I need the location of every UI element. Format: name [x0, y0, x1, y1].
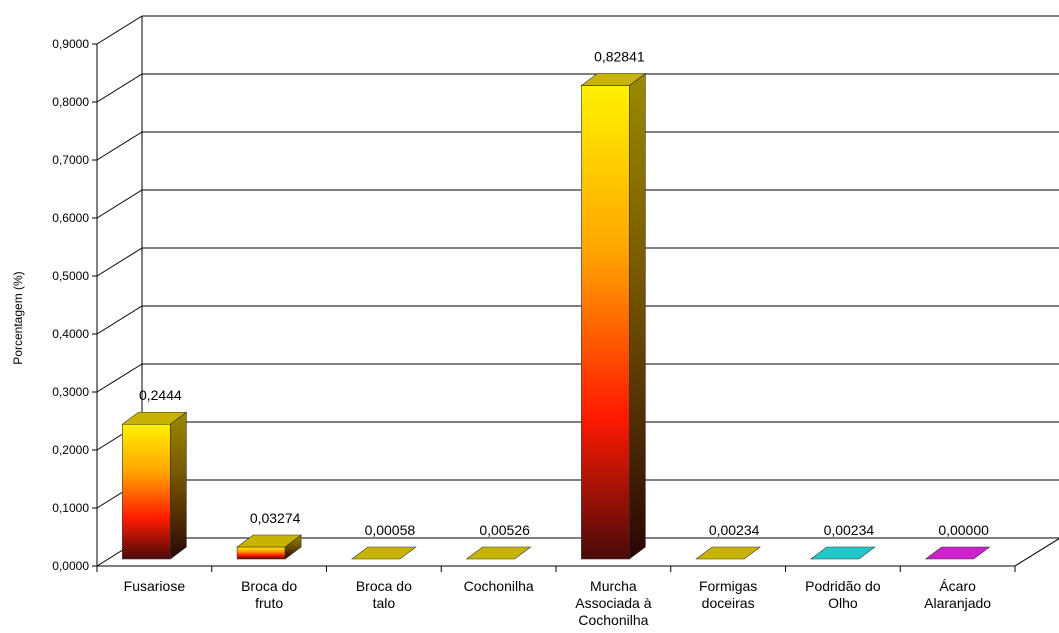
data-label: 0,82841 [594, 49, 645, 65]
data-label: 0,03274 [250, 510, 301, 526]
chart-grid: 0,0000 0,1000 0,2000 0,3000 0,4000 0,5000 0,60… [52, 15, 1059, 573]
x-tick-label: Fusariose [124, 578, 186, 594]
y-tick-label: 0,1000 [52, 501, 89, 515]
x-tick-label: Broca do fruto [241, 578, 297, 611]
grid-diagonal [96, 363, 143, 393]
data-label: 0,00526 [479, 522, 530, 538]
bar-top [695, 546, 762, 560]
grid-diagonal [96, 189, 143, 219]
y-axis-label: Porcentagem (%) [11, 271, 25, 364]
x-tick-label: Formigas doceiras [699, 578, 757, 611]
grid-diagonal [96, 131, 143, 161]
y-tick-label: 0,2000 [52, 443, 89, 457]
grid-diagonal [96, 247, 143, 277]
data-label: 0,00058 [365, 522, 416, 538]
bar-top [350, 546, 417, 560]
bar-front [122, 423, 171, 560]
x-tick-label: Cochonilha [464, 578, 534, 594]
grid-diagonal [96, 15, 143, 45]
bar [121, 411, 188, 560]
bar [465, 546, 532, 560]
data-label: 0,00000 [938, 522, 989, 538]
floor-edge [1014, 538, 1059, 567]
bar-top [809, 546, 876, 560]
bar-front [236, 546, 286, 560]
bar-front [581, 85, 630, 560]
grid-diagonal [96, 305, 143, 335]
bar [809, 546, 876, 560]
y-tick-label: 0,4000 [52, 327, 89, 341]
chart-bars [121, 72, 991, 560]
bar [924, 546, 991, 560]
y-tick-label: 0,9000 [52, 37, 89, 51]
bar [236, 534, 303, 560]
data-label: 0,00234 [824, 522, 875, 538]
bar-top [465, 546, 532, 560]
data-label: 0,00234 [709, 522, 760, 538]
grid-diagonal [96, 73, 143, 103]
bar-top [236, 534, 303, 548]
y-tick-label: 0,5000 [52, 269, 89, 283]
bar [695, 546, 762, 560]
bar [350, 546, 417, 560]
x-tick-label: Broca do talo [356, 578, 412, 611]
bar-top [924, 546, 991, 560]
x-tick-label: Ácaro Alaranjado [924, 578, 991, 611]
y-tick-label: 0,7000 [52, 153, 89, 167]
bar-top [121, 411, 188, 425]
bar-side [170, 411, 187, 560]
x-tick-label: Murcha Associada à Cochonilha [575, 578, 651, 628]
x-tick-label: Podridão do Olho [805, 578, 881, 611]
bar-top [580, 73, 647, 86]
bar [580, 72, 647, 560]
y-tick-label: 0,8000 [52, 95, 89, 109]
chart-labels: 0,2444 Fusariose 0,03274 Broca do fruto 0,000… [124, 49, 992, 628]
y-tick-label: 0,3000 [52, 385, 89, 399]
data-label: 0,2444 [139, 387, 182, 403]
y-tick-label: 0,6000 [52, 211, 89, 225]
y-tick-label: 0,0000 [52, 559, 89, 573]
bar-side [629, 72, 646, 560]
